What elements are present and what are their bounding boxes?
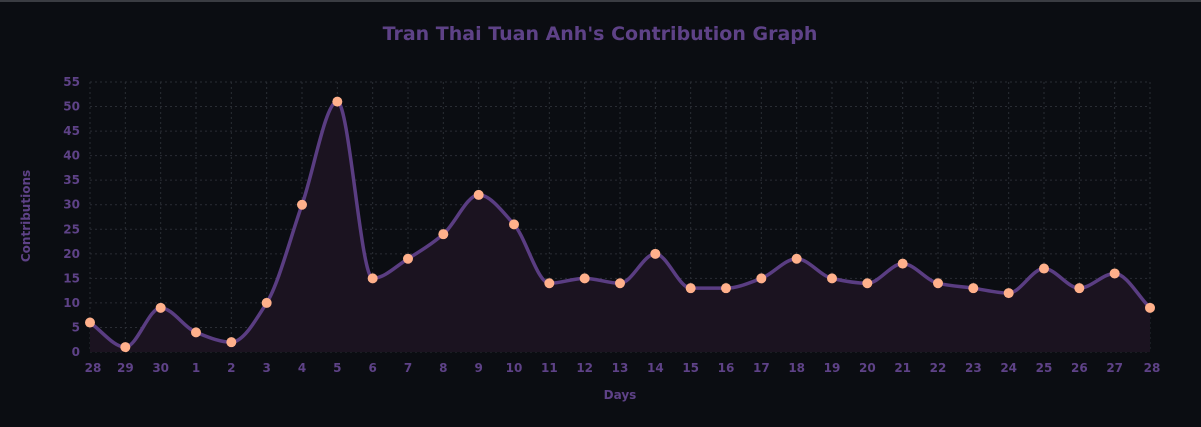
x-tick-label: 13: [612, 361, 629, 375]
x-tick-label: 15: [682, 361, 699, 375]
data-point: [155, 302, 166, 313]
x-tick-label: 26: [1071, 361, 1088, 375]
y-tick-label: 0: [72, 345, 80, 359]
y-tick-label: 45: [63, 124, 80, 138]
x-tick-label: 23: [965, 361, 982, 375]
data-point: [367, 273, 378, 284]
data-point: [579, 273, 590, 284]
x-tick-label: 16: [718, 361, 735, 375]
y-tick-label: 20: [63, 247, 80, 261]
y-tick-label: 5: [72, 320, 80, 334]
x-tick-label: 14: [647, 361, 664, 375]
x-tick-label: 7: [404, 361, 412, 375]
data-point: [261, 297, 272, 308]
y-tick-label: 35: [63, 173, 80, 187]
data-point: [297, 199, 307, 210]
x-tick-label: 28: [85, 361, 102, 375]
window-top-border: [0, 0, 1201, 2]
data-point: [897, 258, 908, 269]
data-point: [403, 253, 413, 264]
x-tick-label: 19: [824, 361, 841, 375]
data-point: [1074, 283, 1085, 294]
x-tick-label: 11: [541, 361, 558, 375]
data-point: [756, 273, 767, 284]
x-tick-label: 24: [1000, 361, 1017, 375]
data-point: [509, 219, 519, 230]
x-tick-label: 10: [506, 361, 523, 375]
data-point: [226, 337, 237, 348]
y-tick-label: 50: [63, 100, 80, 114]
data-point: [721, 283, 731, 294]
x-tick-label: 3: [262, 361, 270, 375]
data-point: [933, 278, 943, 289]
data-point: [968, 283, 979, 294]
data-point: [85, 317, 95, 328]
data-point: [650, 248, 661, 259]
x-tick-label: 8: [439, 361, 447, 375]
x-axis-label: Days: [604, 388, 637, 402]
data-point: [1109, 268, 1120, 279]
x-tick-label: 1: [192, 361, 200, 375]
x-tick-label: 9: [474, 361, 482, 375]
data-points: [85, 96, 1155, 353]
y-tick-label: 30: [63, 198, 80, 212]
y-tick-label: 25: [63, 222, 80, 236]
x-tick-label: 18: [788, 361, 805, 375]
y-tick-label: 15: [63, 271, 80, 285]
y-axis-ticks: 0 5 10 15 20 25 30 35 40 45 50 55: [63, 75, 80, 359]
x-tick-label: 28: [1144, 361, 1161, 375]
x-tick-label: 29: [117, 361, 134, 375]
data-point: [791, 253, 802, 264]
y-axis-label: Contributions: [19, 170, 33, 262]
data-point: [827, 273, 837, 284]
data-point: [544, 278, 555, 289]
data-point: [1039, 263, 1049, 274]
x-tick-label: 27: [1106, 361, 1123, 375]
data-point: [1145, 302, 1155, 313]
x-tick-label: 5: [333, 361, 341, 375]
data-point: [615, 278, 625, 289]
y-tick-label: 40: [63, 149, 80, 163]
data-point: [332, 96, 343, 107]
chart-title: Tran Thai Tuan Anh's Contribution Graph: [383, 23, 818, 45]
y-tick-label: 55: [63, 75, 80, 89]
data-point: [685, 283, 696, 294]
x-tick-label: 2: [227, 361, 235, 375]
data-point: [191, 327, 201, 338]
data-point: [438, 229, 449, 240]
x-tick-label: 21: [894, 361, 911, 375]
area-fill: [90, 101, 1150, 352]
data-point: [473, 189, 484, 200]
x-tick-label: 20: [859, 361, 876, 375]
x-axis-ticks: 28 29 30 1 2 3 4 5 6 7 8 9 10 11 12 13 14 15 16 17 18 19 20 21 2…: [85, 361, 1161, 375]
x-tick-label: 4: [298, 361, 306, 375]
data-point: [120, 342, 131, 353]
y-tick-label: 10: [63, 296, 80, 310]
x-tick-label: 12: [576, 361, 593, 375]
x-tick-label: 25: [1036, 361, 1053, 375]
x-tick-label: 30: [152, 361, 169, 375]
x-tick-label: 6: [368, 361, 376, 375]
x-tick-label: 22: [930, 361, 947, 375]
x-tick-label: 17: [753, 361, 770, 375]
data-point: [1003, 288, 1014, 299]
data-point: [862, 278, 873, 289]
